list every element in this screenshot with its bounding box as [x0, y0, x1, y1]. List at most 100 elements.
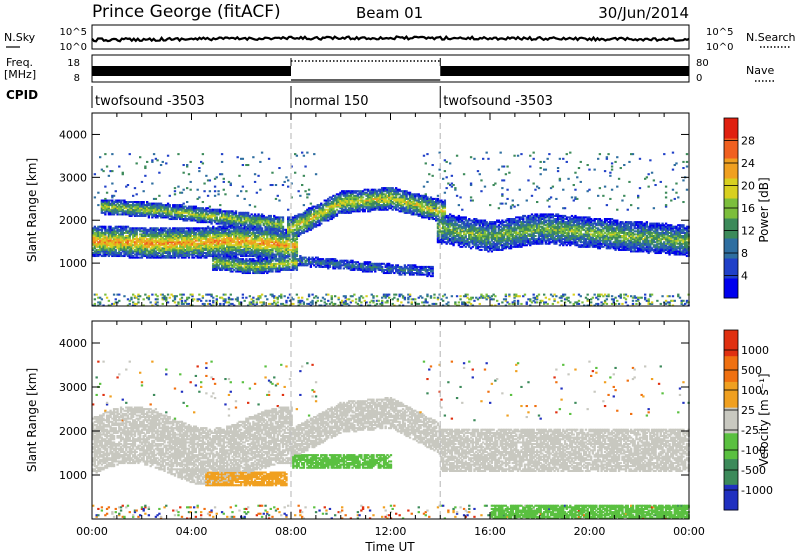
freq-right-tick-top: 80 — [696, 58, 709, 69]
power-cell — [177, 186, 179, 188]
power-cell — [143, 298, 145, 300]
power-cell — [156, 295, 158, 297]
freq-bands — [92, 58, 689, 80]
power-cell — [177, 153, 179, 155]
power-cell — [113, 294, 115, 296]
power-cell — [306, 196, 308, 198]
power-cell — [190, 181, 192, 183]
power-cell — [238, 175, 240, 177]
power-cell — [351, 300, 353, 302]
power-cell — [193, 298, 195, 300]
power-cell — [209, 206, 211, 208]
power-cell — [134, 187, 136, 189]
power-cell — [324, 298, 326, 300]
power-cell — [306, 152, 308, 154]
power-cell — [129, 153, 131, 155]
power-cell — [169, 297, 171, 299]
power-cell — [311, 300, 313, 302]
power-cell — [256, 192, 258, 194]
power-cell — [381, 300, 383, 302]
power-cell — [216, 216, 218, 218]
power-cell — [313, 153, 315, 155]
power-cell — [338, 297, 340, 299]
power-cell — [348, 298, 350, 300]
power-cell — [301, 184, 303, 186]
power-cell — [303, 204, 305, 206]
power-cell — [320, 300, 322, 302]
power-cell — [139, 295, 141, 297]
power-cell — [150, 301, 152, 303]
power-cell — [278, 167, 280, 169]
power-cell — [207, 195, 209, 197]
cpid-segment-label: normal 150 — [294, 94, 369, 109]
power-cell — [244, 300, 246, 302]
power-cell — [266, 298, 268, 300]
power-cell — [242, 186, 244, 188]
power-cell — [214, 195, 216, 197]
power-cell — [301, 297, 303, 299]
power-cell — [282, 184, 284, 186]
power-cell — [237, 297, 239, 299]
power-cell — [137, 298, 139, 300]
power-cell — [186, 187, 188, 189]
power-cell — [311, 294, 313, 296]
cpid-label: CPID — [6, 88, 38, 102]
power-cell — [198, 167, 200, 169]
noise-trace — [92, 37, 689, 42]
power-cell — [261, 294, 263, 296]
power-cell — [167, 155, 169, 157]
power-cell — [362, 297, 364, 299]
power-cell — [331, 295, 333, 297]
power-cell — [245, 297, 247, 299]
power-cell — [115, 298, 117, 300]
power-cell — [158, 195, 160, 197]
power-cell — [191, 294, 193, 296]
power-cell — [271, 184, 273, 186]
power-cell — [292, 298, 294, 300]
power-cell — [202, 162, 204, 164]
power-cell — [235, 210, 237, 212]
power-cell — [202, 153, 204, 155]
power-cell — [244, 198, 246, 200]
noise-left-tick-bottom: 10^0 — [60, 42, 87, 53]
power-cell — [247, 212, 249, 214]
power-cell — [212, 297, 214, 299]
power-cell — [203, 303, 205, 305]
power-cell — [376, 295, 378, 297]
noise-right-tick-bottom: 10^0 — [706, 42, 733, 53]
power-cell — [378, 300, 380, 302]
power-cell — [177, 301, 179, 303]
power-cell — [242, 164, 244, 166]
power-cell — [183, 164, 185, 166]
power-cell — [155, 198, 157, 200]
power-cell — [277, 301, 279, 303]
power-cell — [388, 297, 390, 299]
power-cell — [115, 190, 117, 192]
power-cell — [282, 216, 284, 218]
power-cell — [165, 297, 167, 299]
noise-left-label: N.Sky — [4, 31, 36, 44]
power-cell — [156, 298, 158, 300]
power-cell — [104, 153, 106, 155]
power-cell — [259, 161, 261, 163]
power-cell — [249, 204, 251, 206]
power-cell — [308, 193, 310, 195]
power-cell — [270, 215, 272, 217]
power-cell — [216, 295, 218, 297]
power-cell — [271, 172, 273, 174]
freq-band-mode3 — [440, 66, 689, 76]
power-cell — [296, 294, 298, 296]
power-cell — [136, 162, 138, 164]
power-cell — [334, 295, 336, 297]
power-cell — [174, 193, 176, 195]
power-cell — [127, 184, 129, 186]
power-cell — [327, 300, 329, 302]
power-cell — [174, 301, 176, 303]
power-cell — [106, 192, 108, 194]
power-cell — [183, 203, 185, 205]
power-cell — [219, 303, 221, 305]
power-cell — [310, 203, 312, 205]
power-cell — [151, 159, 153, 161]
power-cell — [162, 161, 164, 163]
